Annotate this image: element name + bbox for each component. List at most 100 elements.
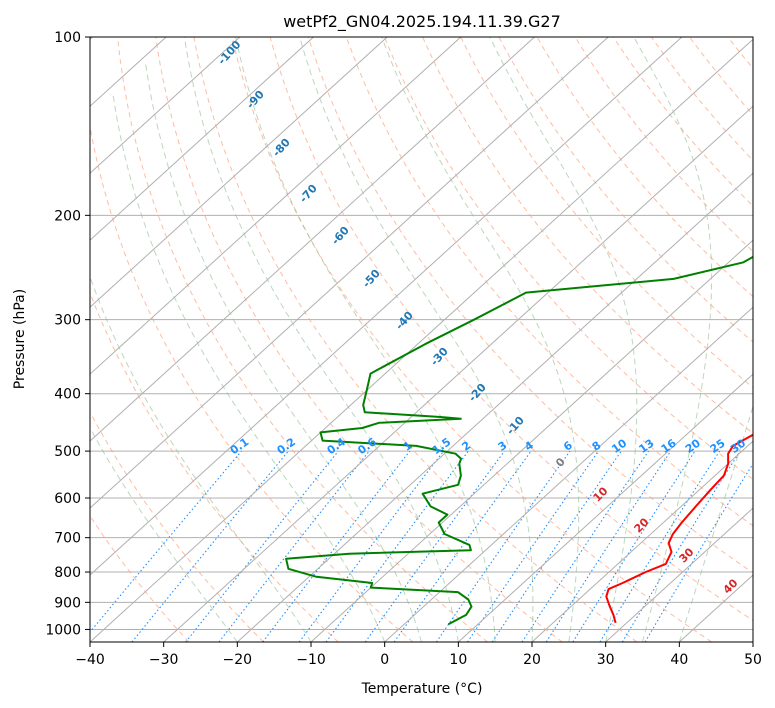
plot-frame: [89, 36, 754, 643]
moist-adiabat-line: [90, 275, 312, 642]
mixing-ratio-line: [218, 450, 370, 642]
grid-layer: [90, 37, 775, 642]
y-tick-label: 500: [54, 444, 81, 460]
y-tick-label: 900: [54, 595, 81, 611]
x-tick-label: −20: [223, 652, 253, 668]
isotherm-label: -20: [466, 381, 489, 405]
y-tick-label: 200: [54, 208, 81, 224]
isotherm-line: [90, 37, 535, 442]
mixing-ratio-line: [298, 450, 444, 642]
isotherm-line: [90, 37, 462, 375]
isotherm-label: -70: [297, 182, 320, 206]
isotherm-line: [90, 37, 609, 509]
x-tick-label: 40: [670, 652, 688, 668]
mixing-ratio-line: [521, 450, 650, 642]
isotherm-line: [457, 373, 753, 642]
dry-adiabat-line: [155, 37, 563, 642]
mixing-ratio-label: 0.6: [355, 435, 379, 457]
mixing-ratio-line: [621, 450, 741, 642]
dry-adiabat-line: [90, 514, 190, 642]
mixing-ratio-label: 13: [637, 437, 657, 456]
isotherm-line: [531, 440, 753, 642]
isotherm-label: -90: [244, 88, 267, 112]
moist-adiabat-line: [678, 404, 753, 642]
moist-adiabat-line: [299, 37, 534, 642]
x-tick-label: 20: [523, 652, 541, 668]
mixing-ratio-line: [644, 462, 753, 642]
y-tick-label: 100: [54, 30, 81, 46]
isotherm-line: [310, 239, 753, 642]
isotherm-line: [678, 574, 753, 642]
mixing-ratio-label: 0.2: [275, 435, 298, 457]
dry-adiabat-line: [650, 37, 753, 162]
isotherm-label: -10: [504, 414, 527, 438]
isotherm-line: [90, 37, 388, 308]
y-tick-label: 1000: [45, 622, 81, 638]
x-tick-label: −30: [149, 652, 179, 668]
chart-title: wetPf2_GN04.2025.194.11.39.G27: [283, 12, 561, 32]
moist-adiabat-line: [633, 37, 713, 642]
y-tick-label: 600: [54, 491, 81, 507]
dry-adiabat-line: [90, 123, 414, 642]
moist-adiabat-label: 20: [632, 515, 652, 535]
isotherm-label: -60: [329, 224, 352, 248]
x-tick-label: −40: [75, 652, 105, 668]
mixing-ratio-line: [131, 450, 289, 642]
x-tick-label: −10: [296, 652, 326, 668]
y-tick-label: 300: [54, 313, 81, 329]
isotherm-line: [605, 507, 753, 642]
mixing-ratio-line: [435, 450, 571, 642]
mixing-ratio-label: 0.1: [228, 435, 251, 457]
isotherm-line: [90, 37, 314, 241]
dry-adiabat-line: [90, 291, 339, 642]
isotherm-label: -40: [393, 309, 416, 333]
isotherm-label: -50: [360, 267, 383, 291]
mixing-ratio-line: [90, 450, 242, 633]
isotherm-label: -30: [428, 345, 451, 369]
mixing-ratio-line: [599, 450, 721, 642]
mixing-ratio-label: 1.5: [430, 435, 453, 457]
moist-adiabat-line: [381, 37, 580, 642]
x-tick-label: 0: [380, 652, 389, 668]
mixing-ratio-line: [467, 450, 599, 642]
moist-adiabat-label: 0: [553, 455, 568, 470]
mixing-ratio-label: 16: [659, 436, 679, 456]
mixing-ratio-line: [545, 450, 672, 642]
mixing-ratio-label: 20: [683, 436, 703, 456]
dry-adiabat-line: [536, 37, 753, 298]
axis-ticks: −40 −30 −20 −10 0 10 20 30 40 5010009008007006005…: [45, 30, 762, 668]
moist-adiabat-line: [90, 426, 238, 642]
dry-adiabat-line: [384, 37, 753, 480]
mixing-ratio-label: 10: [609, 436, 629, 456]
series-layer: [285, 255, 753, 626]
x-axis-label: Temperature (°C): [361, 681, 483, 697]
isotherm-line: [236, 172, 753, 642]
dry-adiabat-line: [612, 37, 753, 207]
x-tick-label: 10: [449, 652, 467, 668]
moist-adiabat-label: 40: [721, 576, 741, 596]
isotherm-line: [384, 306, 753, 642]
mixing-ratio-label: 0.4: [325, 435, 349, 457]
dry-adiabat-line: [498, 37, 753, 343]
dry-adiabat-line: [766, 37, 775, 642]
dry-adiabat-line: [90, 411, 264, 642]
mixing-ratio-line: [572, 450, 696, 642]
dry-adiabat-line: [689, 37, 753, 116]
moist-adiabat-line: [489, 37, 638, 642]
mixing-ratio-line: [325, 450, 469, 642]
isotherm-line: [752, 641, 753, 642]
x-tick-label: 30: [597, 652, 615, 668]
dry-adiabat-line: [117, 37, 488, 642]
moist-adiabat-line: [144, 61, 422, 642]
mixing-ratio-line: [491, 450, 622, 642]
y-tick-label: 400: [54, 387, 81, 403]
isotherm-line: [90, 37, 683, 576]
dry-adiabat-line: [269, 37, 753, 622]
mixing-ratio-label: 25: [708, 437, 728, 456]
mixing-ratio-line: [262, 450, 411, 642]
temperature-profile-line: [605, 433, 753, 624]
mixing-ratio-line: [185, 450, 339, 642]
isotherm-line: [90, 38, 753, 642]
